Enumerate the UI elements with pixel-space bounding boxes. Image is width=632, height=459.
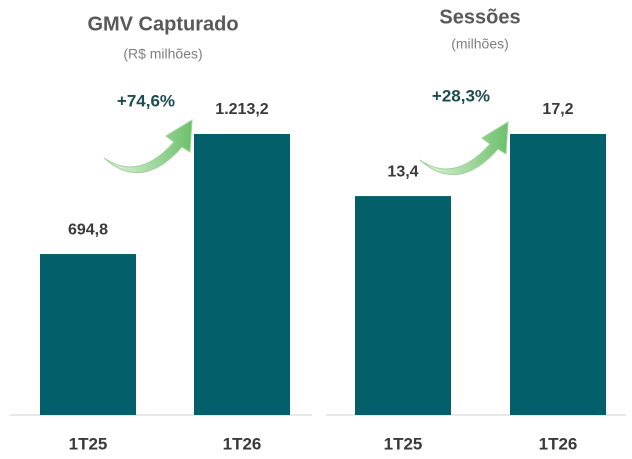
value-label: 694,8: [68, 221, 108, 238]
value-label: 1.213,2: [215, 101, 268, 118]
value-label: 13,4: [387, 163, 418, 180]
bar: [40, 254, 136, 415]
chart-subtitle: (R$ milhões): [123, 46, 202, 62]
bar: [510, 134, 606, 415]
value-label: 17,2: [542, 101, 573, 118]
x-tick-label: 1T25: [69, 434, 108, 453]
growth-arrow: [103, 119, 193, 174]
x-tick-label: 1T26: [539, 434, 578, 453]
annotation: +74,6%: [117, 91, 175, 110]
chart-title: GMV Capturado: [87, 13, 238, 35]
annotation: +28,3%: [432, 86, 490, 105]
x-tick-label: 1T25: [384, 434, 423, 453]
bar: [355, 196, 451, 415]
chart-title: Sessões: [439, 6, 520, 28]
bar: [194, 134, 290, 415]
x-tick-label: 1T26: [223, 434, 262, 453]
chart-subtitle: (milhões): [451, 36, 509, 52]
growth-arrow: [419, 121, 509, 176]
